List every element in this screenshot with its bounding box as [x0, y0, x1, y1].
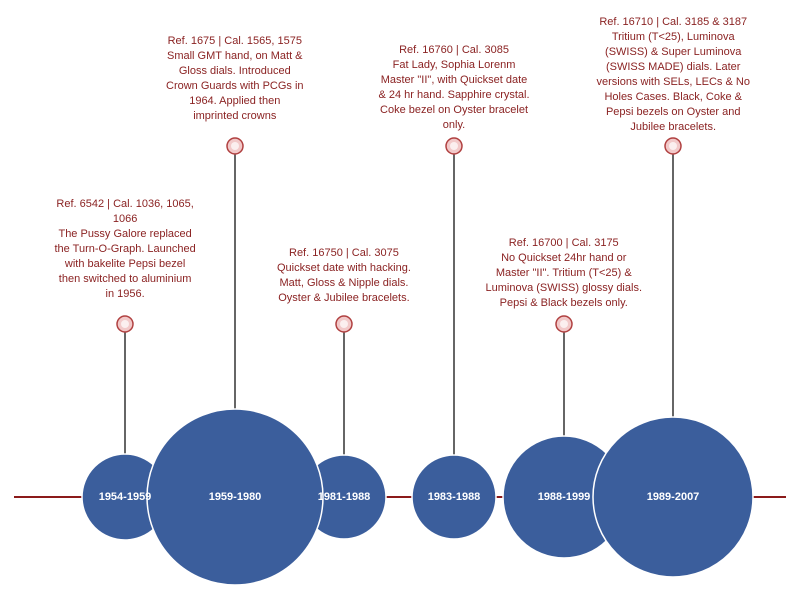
- note-line: Pepsi bezels on Oyster and: [605, 106, 741, 118]
- note-line: Pepsi & Black bezels only.: [499, 297, 628, 309]
- era-label-1981-1988: 1981-1988: [317, 491, 371, 503]
- note-line: Tritium (T<25), Luminova: [611, 31, 735, 43]
- note-line: Holes Cases. Black, Coke &: [604, 91, 742, 103]
- note-line: Quickset date with hacking.: [277, 262, 411, 274]
- note-line: 1964. Applied then: [189, 95, 281, 107]
- note-line: Ref. 16750 | Cal. 3075: [289, 247, 399, 259]
- note-line: Jubilee bracelets.: [630, 121, 717, 133]
- era-circle-3: [411, 454, 497, 540]
- note-line: 1066: [112, 213, 138, 225]
- note-line: The Pussy Galore replaced: [58, 228, 192, 240]
- note-line: with bakelite Pepsi bezel: [64, 258, 186, 270]
- marker-highlight-0: [121, 320, 129, 328]
- note-line: versions with SELs, LECs & No: [596, 76, 750, 88]
- note-line: Small GMT hand, on Matt &: [167, 50, 303, 62]
- note-line: Matt, Gloss & Nipple dials.: [279, 277, 409, 289]
- era-label-1959-1980: 1959-1980: [208, 491, 262, 503]
- note-line: Master "II". Tritium (T<25) &: [495, 267, 632, 279]
- note-line: then switched to aluminium: [58, 273, 192, 285]
- note-line: & 24 hr hand. Sapphire crystal.: [378, 89, 530, 101]
- note-line: (SWISS MADE) dials. Later: [605, 61, 741, 73]
- era-label-1954-1959: 1954-1959: [98, 491, 152, 503]
- note-line: Ref. 16710 | Cal. 3185 & 3187: [599, 16, 748, 28]
- note-line: Ref. 16700 | Cal. 3175: [508, 237, 619, 249]
- note-line: Coke bezel on Oyster bracelet: [380, 104, 528, 116]
- note-line: Fat Lady, Sophia Lorenm: [392, 59, 516, 71]
- marker-highlight-5: [669, 142, 677, 150]
- note-line: imprinted crowns: [193, 110, 277, 122]
- era-label-1989-2007: 1989-2007: [646, 491, 700, 503]
- note-line: Crown Guards with PCGs in: [166, 80, 304, 92]
- note-line: Master "II", with Quickset date: [380, 74, 528, 86]
- note-line: Ref. 6542 | Cal. 1036, 1065,: [56, 198, 194, 210]
- note-line: in 1956.: [105, 288, 145, 300]
- note-line: (SWISS) & Super Luminova: [605, 46, 742, 58]
- note-ref-6542: Ref. 6542 | Cal. 1036, 1065, 1066 The Puss…: [55, 197, 196, 302]
- era-circle-1: [146, 408, 324, 586]
- note-line: Ref. 16760 | Cal. 3085: [399, 44, 509, 56]
- note-line: No Quickset 24hr hand or: [501, 252, 627, 264]
- note-line: Luminova (SWISS) glossy dials.: [485, 282, 643, 294]
- note-ref-1675: Ref. 1675 | Cal. 1565, 1575 Small GMT han…: [166, 34, 304, 124]
- note-ref-16710: Ref. 16710 | Cal. 3185 & 3187 Tritium (T<…: [597, 15, 750, 135]
- era-label-1988-1999: 1988-1999: [537, 491, 591, 503]
- note-line: only.: [442, 119, 466, 131]
- marker-highlight-4: [560, 320, 568, 328]
- note-line: the Turn-O-Graph. Launched: [54, 243, 196, 255]
- note-ref-16700: Ref. 16700 | Cal. 3175 No Quickset 24hr h…: [486, 236, 643, 311]
- marker-highlight-1: [231, 142, 239, 150]
- note-ref-16750: Ref. 16750 | Cal. 3075 Quickset date with…: [277, 246, 411, 306]
- note-ref-16760: Ref. 16760 | Cal. 3085 Fat Lady, Sophia L…: [379, 43, 530, 133]
- note-line: Oyster & Jubilee bracelets.: [278, 292, 410, 304]
- note-line: Gloss dials. Introduced: [178, 65, 291, 77]
- marker-highlight-3: [450, 142, 458, 150]
- era-circle-5: [592, 416, 754, 578]
- era-label-1983-1988: 1983-1988: [427, 491, 481, 503]
- marker-highlight-2: [340, 320, 348, 328]
- note-line: Ref. 1675 | Cal. 1565, 1575: [167, 35, 302, 47]
